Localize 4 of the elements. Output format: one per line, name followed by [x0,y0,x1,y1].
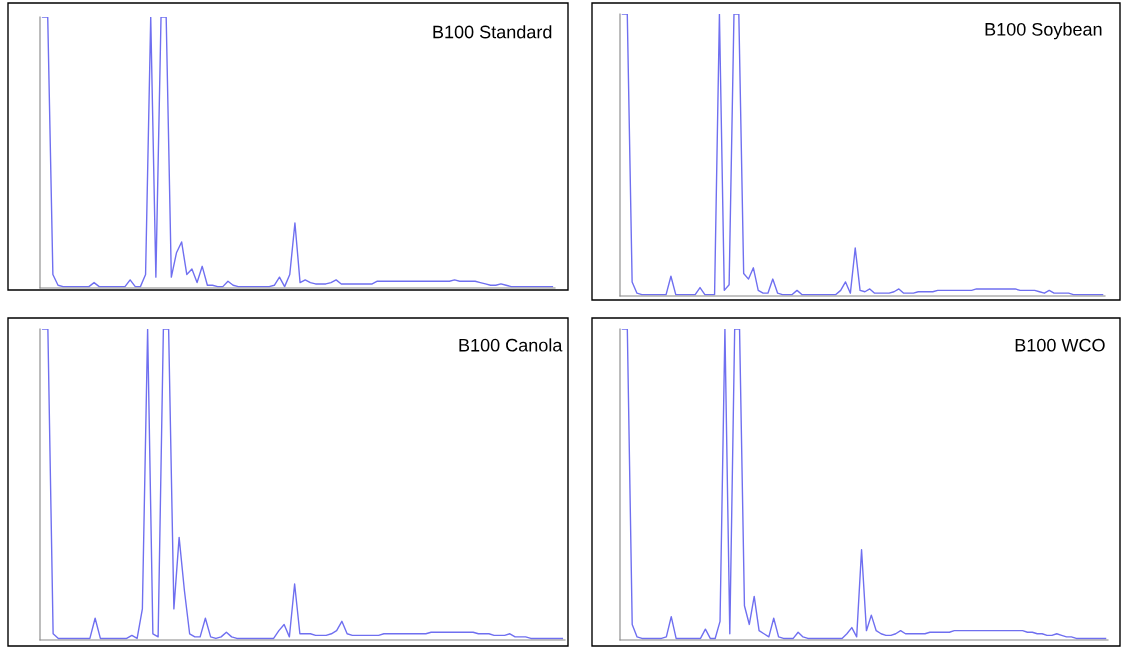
chart-title: B100 WCO [1015,338,1105,352]
chart-title: B100 Standard [433,25,552,39]
chart-title: B100 Soybean [985,22,1102,40]
chart-title: B100 Canola [459,338,563,352]
